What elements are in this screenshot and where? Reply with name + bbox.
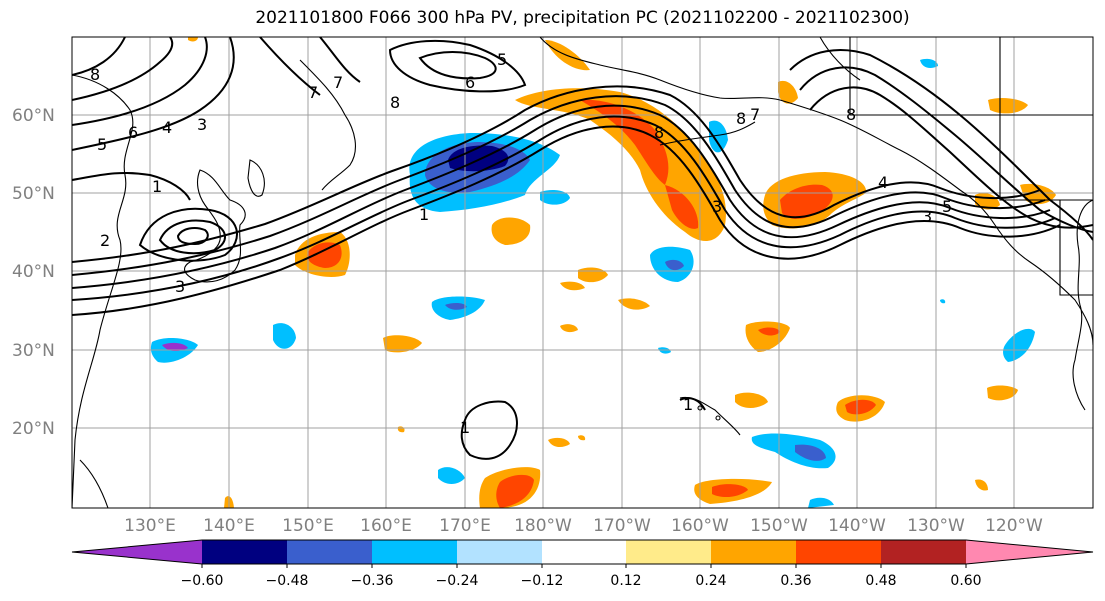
colorbar-segment [881, 540, 966, 564]
lon-label: 150°E [282, 516, 334, 536]
lat-label: 40°N [12, 262, 55, 282]
pv-contour-label: 8 [90, 65, 100, 84]
colorbar-extend-min [72, 540, 202, 564]
lon-label: 130°E [124, 516, 176, 536]
colorbar-segment [542, 540, 626, 564]
pv-contour-label: 4 [162, 118, 172, 137]
colorbar-segment [457, 540, 542, 564]
colorbar-tick-label: 0.12 [610, 573, 641, 589]
pv-contour-label: 1 [419, 205, 429, 224]
colorbar-segment [796, 540, 881, 564]
lon-label: 170°E [439, 516, 491, 536]
lon-label: 160°W [671, 516, 729, 536]
pv-contour-label: 4 [878, 173, 888, 192]
colorbar-tick-label: 0.60 [950, 573, 981, 589]
colorbar-tick-label: −0.36 [351, 573, 394, 589]
lon-label: 120°W [985, 516, 1043, 536]
colorbar: −0.60 −0.48 −0.36 −0.24 −0.12 0.12 0.24 … [71, 539, 1094, 589]
pv-contour-label: 1 [683, 395, 693, 414]
map-panel: 5 6 4 3 8 6 5 1 2 3 7 8 7 8 1 3 1 7 8 8 … [72, 37, 1093, 508]
pv-contour-label: 3 [922, 207, 932, 226]
colorbar-ticks [201, 564, 967, 568]
lon-label: 170°W [593, 516, 651, 536]
pv-contour-label: 8 [654, 123, 664, 142]
map-title: 2021101800 F066 300 hPa PV, precipitatio… [255, 8, 910, 28]
pv-contour-label: 7 [333, 73, 343, 92]
pv-contours [72, 37, 1093, 460]
colorbar-tick-label: −0.12 [521, 573, 564, 589]
colorbar-segment [626, 540, 711, 564]
pv-contour-label: 1 [460, 418, 470, 437]
colorbar-tick-label: −0.24 [436, 573, 479, 589]
pv-contour-label: 5 [497, 50, 507, 69]
colorbar-tick-label: 0.24 [695, 573, 726, 589]
pv-contour-label: 8 [846, 105, 856, 124]
pv-contour-label: 5 [942, 197, 952, 216]
lon-label: 180°W [514, 516, 572, 536]
pv-contour-label: 8 [390, 93, 400, 112]
colorbar-segment [711, 540, 796, 564]
pv-contour-label: 3 [175, 277, 185, 296]
latitude-labels: 60°N 50°N 40°N 30°N 20°N [12, 106, 55, 439]
pv-contour-label: 3 [712, 197, 722, 216]
lon-label: 160°E [360, 516, 412, 536]
pv-contour-label: 2 [100, 231, 110, 250]
pv-contour-label: 3 [197, 115, 207, 134]
colorbar-segment [287, 540, 372, 564]
lon-label: 140°E [203, 516, 255, 536]
colorbar-tick-label: −0.48 [266, 573, 309, 589]
colorbar-segment [372, 540, 457, 564]
pv-contour-label: 1 [152, 177, 162, 196]
lat-label: 60°N [12, 106, 55, 126]
lon-label: 140°W [828, 516, 886, 536]
pv-contour-labels: 5 6 4 3 8 6 5 1 2 3 7 8 7 8 1 3 1 7 8 8 … [90, 50, 952, 437]
lon-label: 130°W [907, 516, 965, 536]
pv-contour-label: 7 [308, 83, 318, 102]
lat-label: 30°N [12, 341, 55, 361]
colorbar-tick-label: −0.60 [181, 573, 224, 589]
colorbar-tick-label: 0.48 [865, 573, 896, 589]
pv-contour-label: 6 [465, 73, 475, 92]
colorbar-extend-max [966, 540, 1093, 564]
pv-contour-label: 6 [128, 123, 138, 142]
lat-label: 20°N [12, 419, 55, 439]
lon-label: 150°W [750, 516, 808, 536]
lat-label: 50°N [12, 184, 55, 204]
colorbar-tick-label: 0.36 [780, 573, 811, 589]
map-border [71, 36, 1094, 509]
colorbar-segment [202, 540, 287, 564]
pv-contour-label: 5 [97, 135, 107, 154]
pv-contour-label: 7 [750, 105, 760, 124]
longitude-labels: 130°E 140°E 150°E 160°E 170°E 180°W 170°… [124, 516, 1043, 536]
pv-contour-label: 8 [736, 109, 746, 128]
